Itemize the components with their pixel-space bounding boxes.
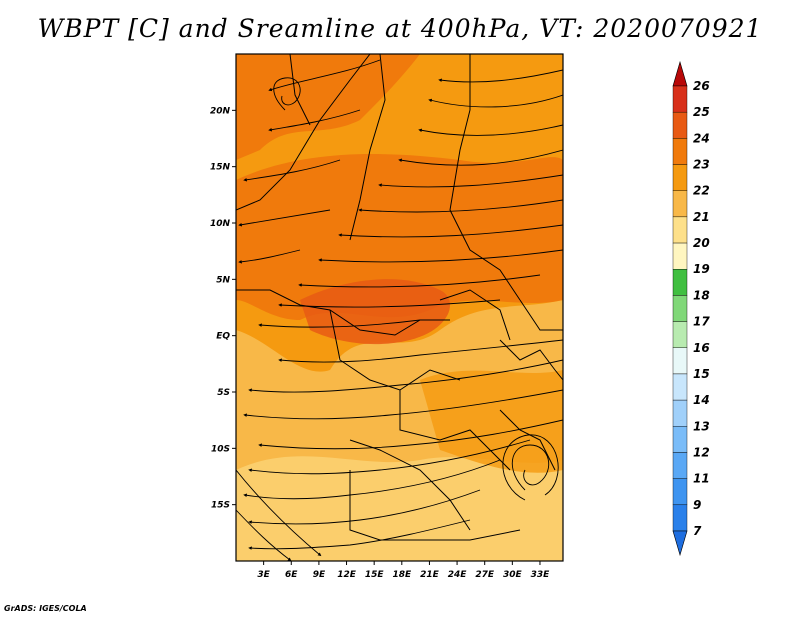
x-tick-label: 18E [392, 570, 412, 580]
colorbar-top-triangle [672, 60, 688, 87]
field-region-23-central [300, 279, 450, 345]
x-tick-label: 27E [475, 570, 495, 580]
x-tick-label: 9E [313, 570, 326, 580]
y-axis: 20N 15N 10N 5N EQ 5S 10S 15S [210, 106, 236, 511]
colorbar-bottom-triangle [672, 530, 688, 557]
x-tick-label: 21E [420, 570, 440, 580]
x-tick-label: 15E [365, 570, 385, 580]
colorbar-label: 14 [693, 393, 710, 407]
colorbar-box [672, 295, 688, 322]
x-tick-label: 30E [503, 570, 523, 580]
colorbar-label: 11 [693, 472, 710, 486]
colorbar-label: 13 [693, 419, 710, 433]
x-tick-label: 33E [531, 570, 551, 580]
y-tick-label: 10N [210, 219, 231, 229]
colorbar-label: 25 [693, 105, 710, 119]
colorbar-box [672, 373, 688, 401]
y-tick-label: 20N [210, 106, 231, 116]
map-area [236, 54, 563, 561]
colorbar-label: 26 [693, 79, 710, 93]
field-region-23-north [236, 54, 420, 160]
colorbar-label: 23 [693, 158, 710, 172]
colorbar-label: 9 [693, 498, 701, 512]
colorbar-label: 21 [693, 210, 710, 224]
colorbar-label: 22 [693, 184, 710, 198]
colorbar-box [672, 111, 688, 139]
x-axis: 3E 6E 9E 12E 15E 18E 21E 24E 27E 30E 33E [257, 561, 550, 580]
colorbar-box [672, 426, 688, 453]
colorbar-box [672, 269, 688, 296]
colorbar-box [672, 242, 688, 270]
y-tick-label: 5S [217, 388, 230, 398]
colorbar-box [672, 85, 688, 113]
colorbar-box [672, 478, 688, 506]
colorbar-label: 19 [693, 262, 710, 276]
colorbar-label: 17 [693, 315, 710, 329]
streamlines [236, 59, 563, 561]
x-tick-label: 3E [257, 570, 270, 580]
colorbar-label: 20 [693, 236, 710, 250]
field-region-21-south [236, 456, 563, 561]
field-region-22-southeast [420, 370, 563, 473]
colorbar-label: 12 [693, 445, 710, 459]
colorbar-box [672, 190, 688, 218]
y-tick-label: 10S [211, 444, 230, 454]
colorbar-label: 24 [693, 131, 710, 145]
colorbar-label: 18 [693, 288, 710, 302]
colorbar: 26 25 24 23 22 21 20 19 18 17 16 15 14 13 12 11 9 7 [672, 60, 710, 557]
y-tick-label: EQ [216, 332, 230, 342]
grads-credit: GrADS: IGES/COLA [4, 604, 87, 613]
chart-title: WBPT [C] and Sreamline at 400hPa, VT: 20… [37, 14, 763, 43]
colorbar-box [672, 452, 688, 479]
colorbar-box [672, 347, 688, 375]
colorbar-box [672, 216, 688, 244]
colorbar-label: 16 [693, 341, 710, 355]
x-tick-label: 12E [337, 570, 357, 580]
colorbar-label: 15 [693, 367, 710, 381]
colorbar-box [672, 164, 688, 191]
colorbar-box [672, 399, 688, 427]
x-tick-label: 6E [285, 570, 298, 580]
colorbar-label: 7 [693, 524, 702, 538]
y-tick-label: 15S [211, 501, 230, 511]
x-tick-label: 24E [448, 570, 468, 580]
map-frame [235, 53, 564, 562]
colorbar-box [672, 321, 688, 348]
colorbar-box [672, 504, 688, 532]
y-tick-label: 15N [210, 163, 231, 173]
y-tick-label: 5N [216, 275, 230, 285]
colorbar-box [672, 138, 688, 165]
